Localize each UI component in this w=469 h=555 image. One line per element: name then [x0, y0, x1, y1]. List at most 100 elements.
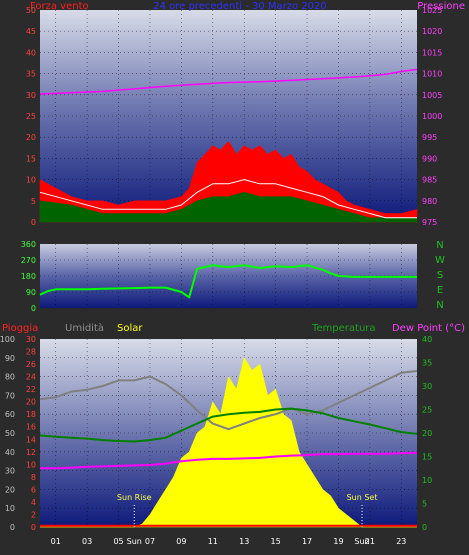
left-axis-ticks: 0 90 180 270 360 — [21, 240, 36, 313]
rain-tick-label: 8 — [31, 473, 36, 482]
annotations: Sun Rise Sun Sun Set Sun — [117, 493, 378, 546]
wind-tick-label: 25 — [26, 112, 36, 121]
wind-tick-label: 15 — [26, 154, 36, 163]
humidity-tick-label: 0 — [10, 523, 15, 532]
rain-tick-label: 22 — [26, 385, 36, 394]
rain-tick-label: 16 — [26, 423, 36, 432]
annotation-axis-label: Sun — [127, 537, 142, 546]
solar-label: Solar — [117, 323, 143, 334]
humidity-tick-label: 80 — [5, 373, 15, 382]
rain-tick-label: 0 — [31, 523, 36, 532]
x-axis-ticks: 01 03 05 07 09 11 13 15 17 19 21 23 — [51, 537, 407, 546]
pressure-tick-label: 1000 — [422, 112, 442, 121]
humidity-label: Umidità — [65, 322, 104, 334]
wind-tick-label: 0 — [31, 218, 36, 227]
wind-speed-area — [39, 140, 418, 223]
pressure-tick-label: 990 — [422, 154, 437, 163]
temperature-tick-label: 20 — [422, 429, 432, 438]
pressure-tick-label: 1010 — [422, 70, 442, 79]
x-tick-label: 09 — [176, 537, 186, 546]
chart-title: 24 ore precedenti - 30 Marzo 2020 — [153, 1, 327, 12]
direction-tick-label: 90 — [26, 288, 36, 297]
dewpoint-line — [40, 451, 418, 470]
pressure-tick-label: 1015 — [422, 48, 442, 57]
temperature-label: Temperatura — [311, 323, 376, 334]
compass-label: N — [436, 300, 443, 311]
wind-tick-label: 35 — [26, 70, 36, 79]
humidity-tick-label: 90 — [5, 354, 15, 363]
wind-tick-label: 20 — [26, 133, 36, 142]
annotation-label: Sun Set — [347, 493, 378, 502]
x-tick-label: 17 — [302, 537, 312, 546]
temperature-tick-label: 25 — [422, 406, 432, 415]
humidity-tick-label: 30 — [5, 467, 15, 476]
rain-tick-label: 2 — [31, 510, 36, 519]
pressure-tick-label: 995 — [422, 133, 437, 142]
x-tick-label: 01 — [51, 537, 61, 546]
pressure-tick-label: 1025 — [422, 6, 442, 15]
x-tick-label: 05 — [113, 537, 123, 546]
pressure-tick-label: 1020 — [422, 27, 442, 36]
rain-tick-label: 20 — [26, 398, 36, 407]
x-tick-label: 23 — [396, 537, 406, 546]
rain-tick-label: 28 — [26, 348, 36, 357]
pressure-tick-label: 980 — [422, 197, 437, 206]
temperature-tick-label: 5 — [422, 500, 427, 509]
pressure-axis-title: Pressione — [417, 1, 465, 12]
temperature-tick-label: 15 — [422, 453, 432, 462]
direction-tick-label: 360 — [21, 240, 36, 249]
x-tick-label: 03 — [82, 537, 92, 546]
annotation-axis-label: Sun — [354, 537, 369, 546]
series-group — [39, 357, 418, 528]
x-tick-label: 11 — [208, 537, 218, 546]
wind-tick-label: 50 — [26, 6, 36, 15]
direction-tick-label: 180 — [21, 272, 36, 281]
compass-label: E — [437, 285, 443, 296]
x-tick-label: 19 — [333, 537, 343, 546]
left-axis-ticks: 0 5 10 15 20 25 30 35 40 45 50 — [26, 6, 36, 227]
rain-tick-label: 10 — [26, 460, 36, 469]
temperature-tick-label: 10 — [422, 476, 432, 485]
humidity-tick-label: 70 — [5, 391, 15, 400]
rain-label: Pioggia — [2, 323, 38, 334]
pressure-tick-label: 985 — [422, 176, 437, 185]
temperature-tick-label: 35 — [422, 359, 432, 368]
humidity-tick-label: 40 — [5, 448, 15, 457]
pressure-line — [39, 68, 418, 95]
pressure-tick-label: 1005 — [422, 91, 442, 100]
humidity-tick-label: 100 — [0, 335, 15, 344]
rain-tick-label: 14 — [26, 435, 36, 444]
pressure-tick-label: 975 — [422, 218, 437, 227]
x-tick-label: 15 — [271, 537, 281, 546]
rain-tick-label: 24 — [26, 373, 36, 382]
dewpoint-label: Dew Point (°C) — [392, 323, 465, 334]
temperature-tick-label: 30 — [422, 382, 432, 391]
wind-tick-label: 30 — [26, 91, 36, 100]
rain-tick-label: 26 — [26, 360, 36, 369]
series-group — [39, 68, 418, 223]
compass-label: N — [436, 240, 443, 251]
x-tick-label: 07 — [145, 537, 155, 546]
temperature-tick-label: 0 — [422, 523, 427, 532]
temperature-line — [39, 407, 418, 443]
solar-area — [40, 357, 417, 528]
x-tick-label: 13 — [239, 537, 249, 546]
right-axis-ticks: 975 980 985 990 995 1000 1005 1010 1015 1020 1025 — [422, 6, 442, 227]
humidity-tick-label: 10 — [5, 504, 15, 513]
humidity-tick-label: 60 — [5, 410, 15, 419]
humidity-axis-ticks: 0 10 20 30 40 50 60 70 80 90 100 — [0, 335, 15, 532]
rain-tick-label: 18 — [26, 410, 36, 419]
series-group — [39, 264, 417, 299]
annotation-label: Sun Rise — [117, 493, 152, 502]
direction-tick-label: 0 — [31, 304, 36, 313]
wind-average-area — [39, 192, 418, 223]
humidity-line — [39, 370, 418, 431]
rain-tick-label: 12 — [26, 448, 36, 457]
